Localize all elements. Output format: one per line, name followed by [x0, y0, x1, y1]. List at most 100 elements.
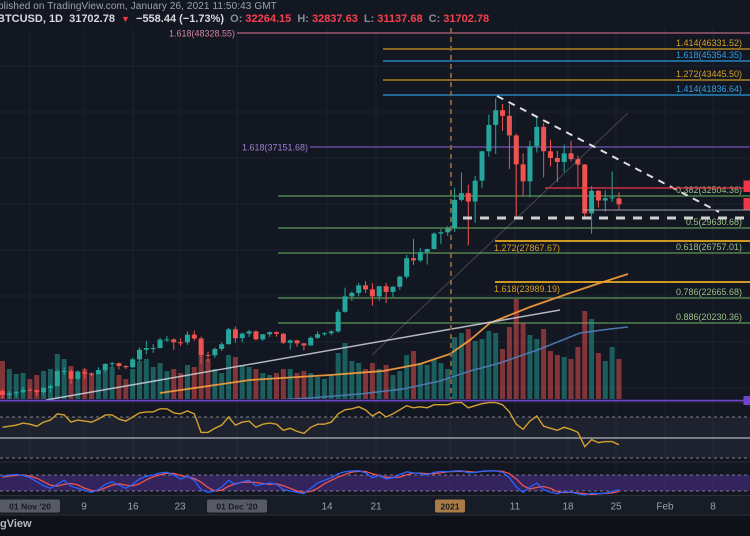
- candle: [431, 232, 437, 250]
- time-axis-label[interactable]: 2021: [441, 502, 460, 512]
- candle: [116, 362, 122, 370]
- candle: [424, 248, 430, 265]
- candle: [582, 163, 588, 220]
- volume-bar: [328, 375, 334, 399]
- volume-bar: [383, 365, 389, 399]
- candle: [513, 133, 519, 218]
- candle: [41, 386, 47, 395]
- volume-bar: [520, 323, 526, 399]
- candle: [68, 369, 74, 384]
- volume-bar: [191, 367, 197, 399]
- candle: [287, 339, 293, 350]
- ma-orange-line: [159, 273, 629, 394]
- candle: [438, 229, 444, 245]
- fib-level-label: 1.618(23989.19): [494, 284, 560, 294]
- candle: [143, 341, 149, 355]
- candle: [321, 332, 327, 336]
- volume-bar: [424, 365, 430, 399]
- volume-bar: [486, 331, 492, 399]
- volume-bar: [308, 373, 314, 399]
- volume-bar: [301, 371, 307, 399]
- open-label: O:: [230, 13, 243, 25]
- year-marker-box[interactable]: [435, 499, 465, 513]
- time-axis-label[interactable]: 9: [81, 502, 87, 513]
- candle: [554, 150, 560, 183]
- candle: [198, 336, 204, 364]
- time-axis-label[interactable]: 25: [610, 502, 622, 513]
- candle: [465, 184, 471, 246]
- candle: [109, 361, 115, 368]
- time-axis-label[interactable]: 01 Nov '20: [9, 502, 51, 512]
- month-marker-box[interactable]: [0, 499, 60, 513]
- month-marker-box[interactable]: [207, 499, 267, 513]
- price-label-cut: [743, 396, 750, 405]
- candle: [164, 336, 170, 342]
- fib-level-label: 0.5(29630.68): [686, 217, 742, 227]
- close-label: C:: [428, 13, 441, 25]
- volume-bar: [595, 353, 601, 399]
- volume-bar: [363, 369, 369, 399]
- volume-bar: [321, 379, 327, 399]
- candle: [27, 388, 33, 392]
- candle: [205, 351, 211, 362]
- volume-bar: [253, 369, 259, 399]
- candle: [349, 291, 355, 302]
- candle: [150, 344, 156, 353]
- time-axis-label[interactable]: 14: [321, 502, 333, 513]
- candle: [191, 330, 197, 341]
- volume-bar: [130, 369, 136, 399]
- candle: [369, 283, 375, 306]
- time-axis-label[interactable]: 21: [370, 502, 382, 513]
- volume-bar: [232, 357, 238, 399]
- time-axis-label[interactable]: 11: [510, 502, 521, 513]
- candle: [376, 285, 382, 301]
- volume-bar: [184, 365, 190, 399]
- candle: [226, 327, 232, 345]
- candle: [267, 331, 273, 338]
- time-axis-strip[interactable]: [0, 496, 750, 515]
- candle: [506, 104, 512, 170]
- volume-bar: [212, 369, 218, 399]
- volume-bar: [260, 373, 266, 399]
- candle: [280, 332, 286, 345]
- stoch-d-line: [2, 470, 620, 496]
- time-axis-label[interactable]: 01 Dec '20: [216, 502, 258, 512]
- fib-level-label: 0.382(32504.36): [676, 185, 742, 195]
- symbol-label[interactable]: BTCUSD, 1D: [0, 13, 64, 25]
- candle: [274, 331, 279, 337]
- candle: [328, 329, 334, 336]
- candle: [82, 368, 88, 380]
- candle: [137, 347, 142, 361]
- time-axis-label[interactable]: 8: [710, 502, 716, 513]
- fib-level-label: 0.786(22665.68): [676, 287, 742, 297]
- candle: [123, 365, 129, 370]
- candle: [411, 238, 416, 265]
- candle: [95, 367, 101, 375]
- volume-bar: [137, 361, 142, 399]
- candle: [609, 171, 615, 203]
- time-axis-label[interactable]: 23: [174, 502, 186, 513]
- volume-bar: [376, 369, 382, 399]
- candle: [548, 139, 553, 167]
- volume-bar: [157, 363, 163, 399]
- volume-bar: [458, 333, 464, 399]
- volume-bar: [89, 373, 95, 399]
- volume-bar: [609, 347, 615, 399]
- volume-bar: [274, 373, 279, 399]
- candle: [493, 98, 499, 154]
- candle: [212, 347, 218, 358]
- candle: [184, 331, 190, 345]
- candle: [232, 326, 238, 343]
- volume-bar: [493, 333, 499, 399]
- candle: [595, 190, 601, 208]
- fib-level-label: 1.618(48328.55): [169, 29, 235, 39]
- time-axis-label[interactable]: 16: [127, 502, 139, 513]
- time-axis-label[interactable]: 18: [562, 502, 574, 513]
- fib-level-label: 1.272(43445.50): [676, 69, 742, 79]
- time-axis-label[interactable]: Feb: [656, 502, 674, 513]
- volume-bar: [280, 369, 286, 399]
- candle: [239, 332, 245, 343]
- volume-bar: [342, 343, 348, 399]
- candle: [445, 226, 451, 237]
